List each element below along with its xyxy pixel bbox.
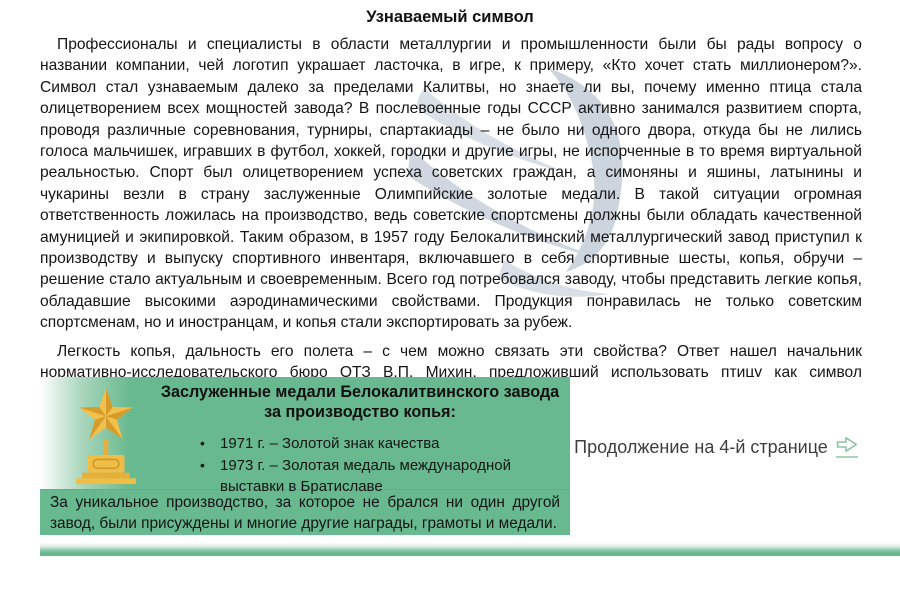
continuation-area: Продолжение на 4-й странице: [570, 377, 862, 535]
arrow-right-icon: [836, 437, 857, 452]
list-item: 1971 г. – Золотой знак качества: [198, 433, 562, 455]
star-trophy-icon: [76, 388, 136, 485]
continuation-arrow-link[interactable]: [835, 436, 858, 458]
list-item: 1973 г. – Золотая медаль международной в…: [198, 455, 562, 498]
awards-panel-main: Заслуженные медали Белокалитвинского зав…: [40, 377, 570, 495]
lower-section: Заслуженные медали Белокалитвинского зав…: [40, 377, 862, 535]
continuation-label: Продолжение на 4-й странице: [574, 436, 828, 457]
awards-list: 1971 г. – Золотой знак качества 1973 г. …: [198, 433, 562, 498]
article-paragraph-2: Легкость копья, дальность его полета – с…: [40, 342, 862, 377]
footer-divider-bar: [40, 543, 900, 556]
page-title: Узнаваемый символ: [366, 8, 534, 26]
continuation-note: Продолжение на 4-й странице: [574, 436, 858, 458]
awards-text: Заслуженные медали Белокалитвинского зав…: [154, 377, 570, 495]
swallow-watermark-icon: [408, 68, 623, 297]
awards-panel: Заслуженные медали Белокалитвинского зав…: [40, 377, 570, 535]
awards-heading: Заслуженные медали Белокалитвинского зав…: [160, 383, 560, 421]
article-paragraph-1: Профессионалы и специалисты в области ме…: [40, 36, 862, 332]
article: Узнаваемый символ Профессионалы и специа…: [40, 8, 862, 377]
